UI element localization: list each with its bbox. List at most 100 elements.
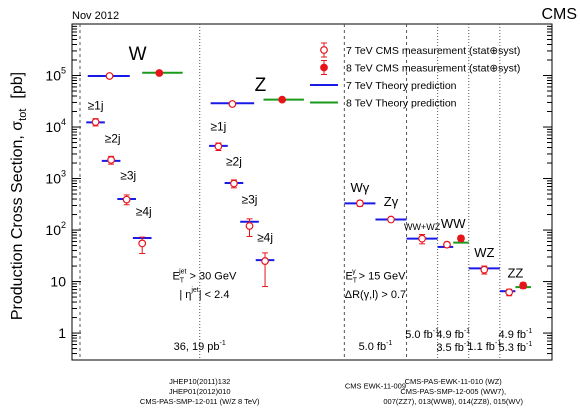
jet-multiplicity-label: ≥2j (105, 132, 121, 146)
jet-multiplicity-label: ≥3j (242, 192, 258, 206)
annotation-base: E (172, 270, 179, 282)
measurement-point-7tev (480, 265, 489, 274)
measurement-point-8tev (519, 281, 528, 290)
reference-label: CMS EWK-11-009 (345, 382, 406, 391)
measurement-point-7tev (228, 100, 237, 108)
legend-label: 8 TeV CMS measurement (stat⊕syst) (346, 63, 520, 75)
plot-frame (71, 23, 553, 361)
y-tick-label: 1 (58, 325, 66, 341)
measurement-point-7tev (261, 257, 269, 265)
y-tick-label-exponent: 2 (61, 220, 66, 230)
y-axis-label: Production Cross Section, σtot [pb] (9, 72, 29, 320)
luminosity-label: 4.9 fb-1 (436, 328, 470, 341)
luminosity-exponent: -1 (433, 328, 439, 335)
y-tick-label: 104 (45, 117, 66, 135)
luminosity-value: 3.5 fb (436, 342, 464, 354)
legend-entry: 7 TeV Theory prediction (310, 80, 457, 92)
luminosity-label: 5.3 fb-1 (499, 341, 533, 354)
y-tick-label: 102 (45, 220, 66, 238)
luminosity-exponent: -1 (386, 340, 392, 347)
selection-annotation: ETγ > 15 GeV (345, 268, 406, 284)
luminosity-exponent: -1 (464, 328, 470, 335)
luminosity-exponent: -1 (526, 328, 532, 335)
y-axis-label-unit: [pb] (9, 72, 26, 99)
measurement-point-7tev (105, 72, 114, 80)
luminosity-exponent: -1 (464, 341, 470, 348)
y-tick-label: 10 (50, 274, 66, 290)
process-label: WZ (474, 245, 494, 260)
y-tick-label-exponent: 5 (61, 66, 66, 76)
legend-label: 7 TeV Theory prediction (346, 80, 457, 92)
luminosity-label: 5.0 fb-1 (359, 340, 393, 353)
measurement-point-7tev (418, 234, 427, 243)
jet-multiplicity-label: ≥4j (136, 205, 152, 219)
measurement-point-7tev (122, 195, 131, 204)
luminosity-label: 4.9 fb-1 (499, 328, 533, 341)
legend-entry: 8 TeV Theory prediction (310, 98, 457, 110)
luminosity-exponent: -1 (526, 341, 532, 348)
annotation-base: | η (179, 289, 191, 301)
reference-label: JHEP01(2012)010 (169, 387, 231, 396)
experiment-label: CMS (541, 6, 577, 23)
selection-annotation: | ηjet| < 2.4 (179, 287, 229, 301)
reference-label: CMS-PAS-SMP-12-005 (WW7), (400, 387, 506, 396)
luminosity-value: 36, 19 pb (174, 341, 220, 353)
date-label: Nov 2012 (72, 10, 119, 22)
annotation-rest: | < 2.4 (199, 289, 230, 301)
annotation-text: ΔR(γ,l) > 0.7 (345, 289, 406, 301)
measurement-point-7tev (138, 239, 147, 248)
measurement-point-8tev (457, 234, 465, 243)
y-tick-label-exponent: 4 (61, 117, 66, 127)
measurement-point-8tev (155, 69, 164, 77)
measurement-point-7tev (107, 156, 115, 164)
jet-multiplicity-label: ≥1j (88, 98, 104, 112)
luminosity-value: 4.9 fb (436, 329, 464, 341)
selection-annotation: ETjet > 30 GeV (172, 268, 237, 284)
y-tick-label: 105 (45, 66, 66, 84)
selection-annotation: ΔR(γ,l) > 0.7 (345, 289, 406, 301)
jet-multiplicity-label: ≥4j (257, 230, 273, 244)
luminosity-label: 36, 19 pb-1 (174, 340, 226, 353)
annotation-superscript: jet (178, 268, 186, 275)
y-tick-label-base: 10 (45, 68, 61, 84)
y-tick-label-exponent: 3 (61, 169, 66, 179)
measurement-point-7tev (443, 240, 451, 249)
process-label: WW+WZ (404, 222, 441, 232)
luminosity-exponent: -1 (495, 340, 501, 347)
y-axis-label-subscript: tot (17, 109, 29, 121)
annotation-rest: > 30 GeV (186, 270, 237, 282)
reference-label: JHEP10(2011)132 (169, 377, 230, 386)
y-tick-label-base: 10 (45, 119, 61, 135)
luminosity-exponent: -1 (220, 340, 226, 347)
measurement-point-7tev (245, 222, 254, 230)
measurement-point-7tev (214, 142, 223, 151)
legend-marker-swatch (320, 63, 328, 72)
jet-multiplicity-label: ≥1j (210, 120, 226, 134)
reference-label: 007(ZZ7), 013(WW8), 014(ZZ8), 015(WV) (383, 397, 523, 406)
annotation-subscript: T (180, 277, 185, 284)
luminosity-value: 1.1 fb (467, 341, 495, 353)
legend: 7 TeV CMS measurement (stat⊕syst) 8 TeV C… (310, 42, 520, 110)
luminosity-label: 1.1 fb-1 (467, 340, 501, 353)
annotation-rest: > 15 GeV (356, 270, 407, 282)
luminosity-label: 5.0 fb-1 (405, 328, 439, 341)
process-label: Zγ (384, 194, 399, 209)
measurement-point-7tev (230, 179, 238, 188)
measurement-point-7tev (356, 199, 364, 208)
legend-entry: 8 TeV CMS measurement (stat⊕syst) (320, 60, 520, 75)
reference-label: CMS-PAS-EWK-11-010 (WZ) (405, 377, 503, 386)
measurement-point-7tev (387, 215, 395, 224)
y-tick-label-base: 10 (45, 222, 61, 238)
legend-label: 7 TeV CMS measurement (stat⊕syst) (346, 45, 520, 57)
legend-label: 8 TeV Theory prediction (346, 98, 457, 110)
measurement-point-7tev (505, 288, 514, 297)
legend-marker-swatch (320, 46, 328, 54)
process-label: WW (441, 216, 466, 231)
luminosity-value: 5.0 fb (405, 329, 433, 341)
process-label: W (129, 44, 147, 65)
annotation-base: E (345, 270, 352, 282)
y-tick-label-base: 10 (45, 171, 61, 187)
process-label: Wγ (351, 180, 370, 195)
